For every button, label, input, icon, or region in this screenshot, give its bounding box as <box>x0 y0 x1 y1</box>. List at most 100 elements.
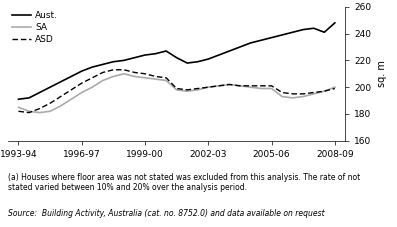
SA <box>27 110 31 113</box>
Line: ASD: ASD <box>19 70 335 113</box>
Aust. <box>37 91 42 94</box>
ASD <box>311 91 316 94</box>
ASD <box>111 68 116 71</box>
Legend: Aust., SA, ASD: Aust., SA, ASD <box>12 11 58 44</box>
Text: Source:  Building Activity, Australia (cat. no. 8752.0) and data available on re: Source: Building Activity, Australia (ca… <box>8 209 325 218</box>
ASD <box>48 102 52 105</box>
SA <box>269 87 274 90</box>
SA <box>280 95 285 98</box>
SA <box>153 78 158 81</box>
ASD <box>79 82 84 84</box>
SA <box>48 110 52 113</box>
ASD <box>259 84 264 87</box>
SA <box>322 90 327 93</box>
SA <box>259 87 264 90</box>
SA <box>90 86 95 89</box>
SA <box>16 106 21 109</box>
ASD <box>269 84 274 87</box>
SA <box>227 83 232 86</box>
SA <box>195 89 200 91</box>
ASD <box>248 84 253 87</box>
ASD <box>58 95 63 98</box>
Aust. <box>259 39 264 42</box>
Aust. <box>195 60 200 63</box>
SA <box>290 96 295 99</box>
Aust. <box>301 28 306 31</box>
Aust. <box>90 66 95 68</box>
Aust. <box>58 80 63 83</box>
Aust. <box>311 27 316 30</box>
ASD <box>100 71 105 74</box>
Aust. <box>143 54 147 56</box>
SA <box>164 79 168 82</box>
ASD <box>185 89 190 91</box>
SA <box>111 75 116 78</box>
Aust. <box>248 42 253 44</box>
Aust. <box>69 75 73 78</box>
ASD <box>121 68 126 71</box>
ASD <box>153 75 158 78</box>
SA <box>132 75 137 78</box>
SA <box>37 111 42 114</box>
SA <box>69 98 73 101</box>
Line: SA: SA <box>19 74 335 113</box>
Aust. <box>332 22 337 24</box>
ASD <box>280 91 285 94</box>
SA <box>332 86 337 89</box>
SA <box>216 84 221 87</box>
SA <box>79 91 84 94</box>
SA <box>248 86 253 89</box>
Aust. <box>322 31 327 34</box>
ASD <box>37 107 42 110</box>
Aust. <box>269 36 274 39</box>
ASD <box>227 83 232 86</box>
Aust. <box>227 50 232 52</box>
ASD <box>90 76 95 79</box>
Aust. <box>79 70 84 72</box>
SA <box>58 105 63 107</box>
SA <box>143 76 147 79</box>
Line: Aust.: Aust. <box>19 23 335 99</box>
Text: (a) Houses where floor area was not stated was excluded from this analysis. The : (a) Houses where floor area was not stat… <box>8 173 360 192</box>
SA <box>206 86 211 89</box>
ASD <box>143 72 147 75</box>
ASD <box>237 84 242 87</box>
SA <box>100 79 105 82</box>
Aust. <box>185 62 190 64</box>
Aust. <box>206 58 211 60</box>
Aust. <box>153 52 158 55</box>
Aust. <box>121 59 126 62</box>
Aust. <box>237 46 242 48</box>
ASD <box>301 92 306 95</box>
Aust. <box>280 34 285 36</box>
ASD <box>195 87 200 90</box>
SA <box>237 84 242 87</box>
ASD <box>16 110 21 113</box>
SA <box>311 92 316 95</box>
Aust. <box>216 54 221 56</box>
Aust. <box>111 60 116 63</box>
SA <box>174 89 179 91</box>
ASD <box>290 92 295 95</box>
ASD <box>132 71 137 74</box>
Aust. <box>174 56 179 59</box>
ASD <box>206 86 211 89</box>
Aust. <box>290 31 295 34</box>
ASD <box>216 84 221 87</box>
ASD <box>332 87 337 90</box>
ASD <box>174 87 179 90</box>
ASD <box>322 90 327 93</box>
Aust. <box>164 50 168 52</box>
Aust. <box>48 86 52 89</box>
ASD <box>69 89 73 91</box>
Aust. <box>100 63 105 66</box>
ASD <box>164 76 168 79</box>
Aust. <box>132 56 137 59</box>
Aust. <box>27 96 31 99</box>
SA <box>301 95 306 98</box>
SA <box>121 72 126 75</box>
SA <box>185 90 190 93</box>
Y-axis label: sq. m: sq. m <box>377 60 387 87</box>
Aust. <box>16 98 21 101</box>
ASD <box>27 111 31 114</box>
